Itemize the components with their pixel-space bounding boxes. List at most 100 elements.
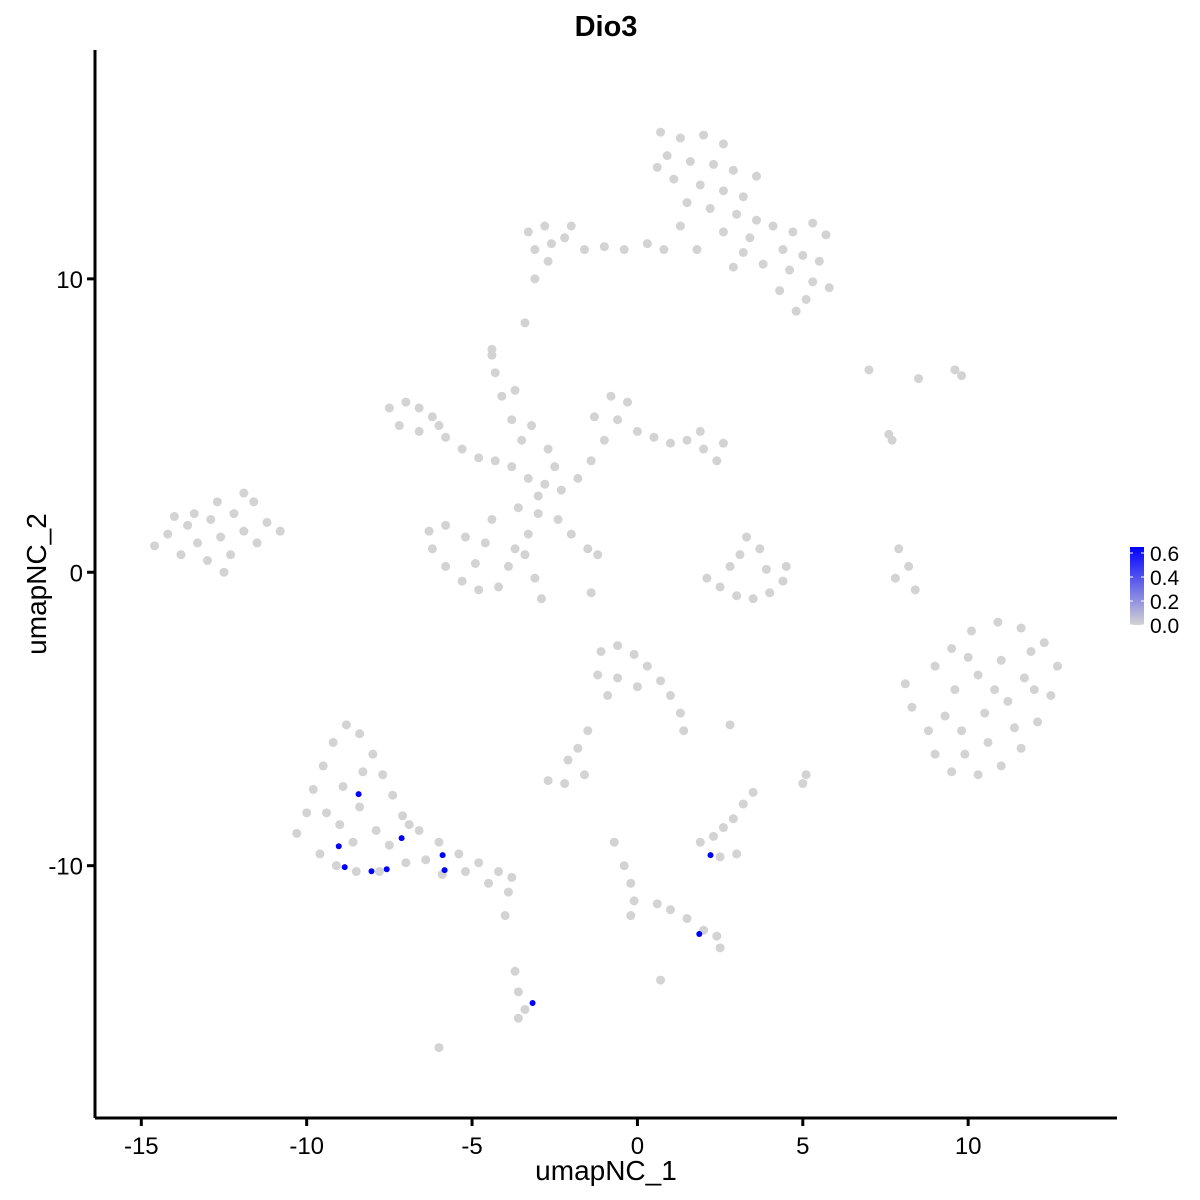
point-unexpressed <box>695 837 705 847</box>
point-unexpressed <box>751 171 761 181</box>
point-unexpressed <box>619 861 629 871</box>
point-unexpressed <box>966 626 976 636</box>
point-unexpressed <box>662 151 672 161</box>
point-unexpressed <box>219 567 229 577</box>
point-unexpressed <box>705 203 715 213</box>
point-unexpressed <box>609 837 619 847</box>
point-unexpressed <box>669 174 679 184</box>
point-unexpressed <box>755 544 765 554</box>
point-unexpressed <box>642 239 652 249</box>
point-unexpressed <box>708 831 718 841</box>
point-unexpressed <box>421 855 431 865</box>
point-unexpressed <box>583 544 593 554</box>
point-unexpressed <box>573 473 583 483</box>
point-unexpressed <box>980 708 990 718</box>
point-unexpressed <box>586 588 596 598</box>
point-unexpressed <box>487 344 497 354</box>
point-unexpressed <box>613 415 623 425</box>
point-unexpressed <box>424 526 434 536</box>
point-unexpressed <box>702 573 712 583</box>
point-unexpressed <box>904 561 914 571</box>
point-unexpressed <box>434 421 444 431</box>
point-unexpressed <box>990 685 1000 695</box>
point-unexpressed <box>685 156 695 166</box>
point-unexpressed <box>537 594 547 604</box>
point-unexpressed <box>715 582 725 592</box>
point-unexpressed <box>540 479 550 489</box>
point-unexpressed <box>1029 685 1039 695</box>
point-unexpressed <box>348 837 358 847</box>
point-unexpressed <box>973 770 983 780</box>
point-unexpressed <box>626 911 636 921</box>
point-unexpressed <box>675 221 685 231</box>
point-unexpressed <box>206 514 216 524</box>
point-unexpressed <box>249 497 259 507</box>
point-unexpressed <box>725 720 735 730</box>
point-unexpressed <box>533 509 543 519</box>
point-unexpressed <box>808 277 818 287</box>
point-unexpressed <box>695 180 705 190</box>
point-unexpressed <box>1052 661 1062 671</box>
point-unexpressed <box>656 676 666 686</box>
point-unexpressed <box>490 456 500 466</box>
point-unexpressed <box>629 896 639 906</box>
point-unexpressed <box>996 761 1006 771</box>
point-unexpressed <box>775 286 785 296</box>
point-unexpressed <box>556 485 566 495</box>
point-unexpressed <box>510 385 520 395</box>
point-unexpressed <box>765 588 775 598</box>
point-unexpressed <box>718 227 728 237</box>
point-unexpressed <box>427 544 437 554</box>
point-unexpressed <box>1046 690 1056 700</box>
point-unexpressed <box>824 283 834 293</box>
point-unexpressed <box>513 503 523 513</box>
point-unexpressed <box>622 397 632 407</box>
point-unexpressed <box>457 444 467 454</box>
point-unexpressed <box>580 770 590 780</box>
point-unexpressed <box>632 426 642 436</box>
point-unexpressed <box>659 245 669 255</box>
point-unexpressed <box>229 509 239 519</box>
point-unexpressed <box>494 867 504 877</box>
point-unexpressed <box>490 368 500 378</box>
point-unexpressed <box>566 221 576 231</box>
x-ticks: -15 -10 -5 0 5 10 <box>124 1118 982 1160</box>
point-unexpressed <box>785 265 795 275</box>
point-unexpressed <box>745 233 755 243</box>
point-unexpressed <box>715 852 725 862</box>
point-unexpressed <box>712 456 722 466</box>
point-unexpressed <box>523 529 533 539</box>
point-unexpressed <box>599 435 609 445</box>
point-unexpressed <box>401 397 411 407</box>
chart-title: Dio3 <box>575 11 638 43</box>
point-unexpressed <box>163 529 173 539</box>
point-unexpressed <box>798 779 808 789</box>
point-unexpressed <box>652 162 662 172</box>
colorbar <box>1130 547 1144 625</box>
point-unexpressed <box>530 573 540 583</box>
point-unexpressed <box>629 649 639 659</box>
point-unexpressed <box>374 867 384 877</box>
point-unexpressed <box>887 435 897 445</box>
legend-tick-label: 0.2 <box>1150 591 1179 614</box>
x-tick-label: 10 <box>955 1133 982 1160</box>
point-unexpressed <box>728 814 738 824</box>
point-unexpressed <box>1019 673 1029 683</box>
point-unexpressed <box>613 641 623 651</box>
point-unexpressed <box>748 787 758 797</box>
point-unexpressed <box>665 690 675 700</box>
point-unexpressed <box>801 770 811 780</box>
point-unexpressed <box>656 127 666 137</box>
point-unexpressed <box>821 230 831 240</box>
x-tick-label: 0 <box>631 1133 644 1160</box>
point-unexpressed <box>543 776 553 786</box>
point-unexpressed <box>583 726 593 736</box>
point-unexpressed <box>973 670 983 680</box>
point-unexpressed <box>728 165 738 175</box>
point-unexpressed <box>1016 743 1026 753</box>
point-unexpressed <box>494 582 504 592</box>
point-unexpressed <box>695 426 705 436</box>
point-unexpressed <box>335 820 345 830</box>
point-unexpressed <box>728 262 738 272</box>
point-unexpressed <box>378 770 388 780</box>
